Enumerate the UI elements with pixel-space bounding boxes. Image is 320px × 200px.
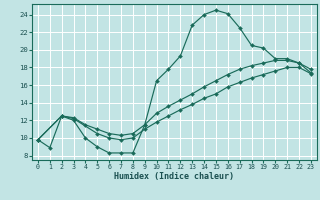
X-axis label: Humidex (Indice chaleur): Humidex (Indice chaleur) — [115, 172, 234, 181]
